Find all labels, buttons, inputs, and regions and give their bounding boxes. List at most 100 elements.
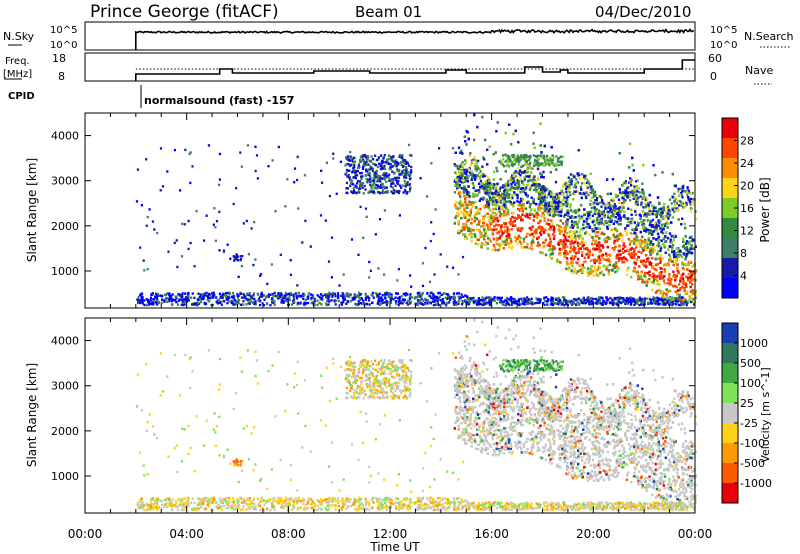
power-cell bbox=[514, 300, 517, 303]
power-cell bbox=[372, 177, 375, 180]
power-cell bbox=[442, 300, 445, 303]
power-cell bbox=[539, 298, 542, 302]
power-cell bbox=[392, 156, 395, 159]
power-cell bbox=[169, 294, 173, 298]
power-cell bbox=[231, 300, 234, 303]
power-cell bbox=[475, 299, 478, 302]
power-cell bbox=[233, 303, 236, 306]
power-cell bbox=[465, 301, 468, 304]
power-cell bbox=[682, 296, 685, 300]
power-cell bbox=[181, 222, 184, 225]
power-cell bbox=[358, 191, 361, 194]
power-cell bbox=[368, 303, 371, 306]
power-cell bbox=[362, 165, 365, 169]
power-cell bbox=[522, 302, 525, 305]
nave-tick-top: 60 bbox=[708, 52, 722, 65]
power-cell bbox=[367, 178, 370, 181]
power-cell bbox=[141, 300, 144, 304]
power-cell bbox=[384, 297, 387, 300]
power-cell bbox=[239, 151, 242, 154]
power-cell bbox=[170, 300, 173, 303]
power-cell bbox=[410, 169, 413, 172]
power-cell bbox=[652, 296, 655, 299]
power-cell bbox=[390, 295, 393, 298]
power-cell bbox=[402, 298, 405, 301]
power-cell bbox=[409, 293, 412, 296]
power-cell bbox=[346, 187, 349, 190]
power-cell bbox=[386, 174, 389, 178]
power-cell bbox=[394, 296, 397, 299]
power-cell bbox=[389, 167, 392, 170]
power-cell bbox=[614, 302, 617, 305]
power-cell bbox=[383, 178, 386, 181]
power-cell bbox=[184, 298, 187, 302]
power-cell bbox=[345, 156, 348, 159]
power-cell bbox=[257, 297, 260, 301]
power-cell bbox=[328, 300, 331, 303]
power-cell bbox=[386, 292, 389, 295]
power-cell bbox=[482, 300, 485, 304]
power-cell bbox=[207, 296, 210, 299]
power-cell bbox=[341, 292, 344, 295]
power-cell bbox=[342, 298, 345, 302]
power-cell bbox=[215, 220, 219, 223]
power-cell bbox=[350, 178, 353, 182]
nsearch-tick-bottom: 10^0 bbox=[710, 40, 737, 51]
power-cell bbox=[293, 298, 296, 301]
power-cell bbox=[466, 295, 469, 298]
power-cell bbox=[378, 218, 382, 221]
power-cell bbox=[236, 296, 239, 299]
power-cell bbox=[667, 301, 670, 305]
power-cell bbox=[373, 172, 376, 175]
power-cell bbox=[197, 292, 200, 295]
power-cell bbox=[592, 297, 595, 301]
power-cell bbox=[222, 250, 225, 254]
power-cell bbox=[477, 299, 480, 302]
power-cell bbox=[289, 273, 292, 276]
power-cell bbox=[409, 302, 412, 305]
power-cell bbox=[368, 299, 371, 302]
power-cell bbox=[173, 148, 176, 152]
power-cell bbox=[389, 165, 392, 169]
power-cell bbox=[570, 302, 573, 305]
power-cell bbox=[166, 170, 169, 173]
power-cell bbox=[367, 168, 370, 171]
power-cell bbox=[288, 297, 291, 300]
power-cell bbox=[370, 155, 373, 158]
power-cell bbox=[689, 300, 692, 303]
power-cell bbox=[632, 298, 635, 301]
power-cell bbox=[543, 303, 546, 306]
power-cell bbox=[356, 180, 360, 183]
power-cell bbox=[387, 295, 390, 299]
power-cell bbox=[363, 161, 366, 164]
power-cell bbox=[185, 296, 188, 299]
power-cell bbox=[371, 294, 374, 298]
power-cell bbox=[230, 301, 233, 305]
power-cell bbox=[234, 257, 237, 260]
power-cell bbox=[374, 233, 377, 236]
power-cell bbox=[325, 293, 328, 296]
power-cell bbox=[435, 303, 438, 306]
power-cell bbox=[207, 294, 210, 298]
power-cell bbox=[371, 301, 374, 304]
power-cell bbox=[201, 293, 204, 296]
power-cell bbox=[406, 191, 409, 194]
power-cell bbox=[267, 295, 270, 298]
power-cell bbox=[382, 191, 385, 194]
power-cell bbox=[380, 162, 383, 165]
power-cell bbox=[575, 303, 578, 306]
power-cell bbox=[143, 269, 146, 272]
power-cell bbox=[352, 156, 355, 160]
power-cell bbox=[205, 214, 208, 217]
power-cell bbox=[589, 297, 592, 301]
power-cell bbox=[245, 303, 248, 306]
power-cell bbox=[368, 276, 371, 279]
power-cell bbox=[399, 184, 402, 187]
power-cell bbox=[313, 297, 316, 301]
power-cell bbox=[267, 293, 270, 296]
power-cell bbox=[256, 177, 259, 180]
power-cell bbox=[397, 191, 400, 195]
power-cell bbox=[232, 255, 235, 258]
power-cell bbox=[439, 253, 442, 256]
power-cell bbox=[200, 300, 203, 304]
